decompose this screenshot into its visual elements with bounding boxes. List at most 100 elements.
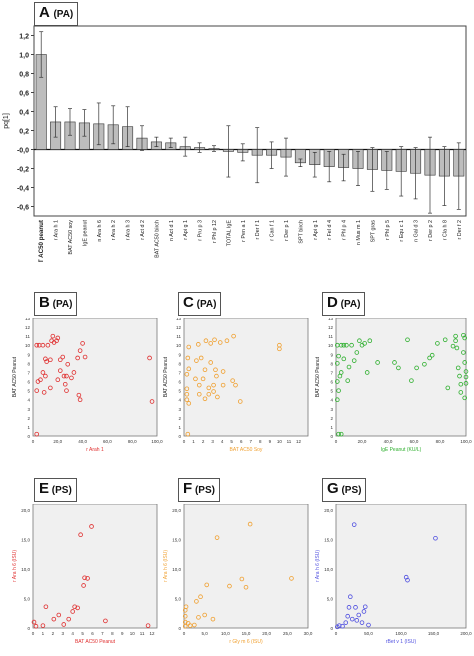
x-tick-label: 50,0 bbox=[364, 631, 373, 636]
data-point bbox=[433, 535, 438, 541]
x-tick-label: 3 bbox=[62, 631, 65, 636]
y-tick-label: 3 bbox=[27, 407, 30, 412]
data-point bbox=[346, 605, 352, 610]
data-point bbox=[227, 583, 232, 589]
y-tick-label: 0,8 bbox=[19, 72, 29, 79]
data-point bbox=[77, 348, 83, 353]
data-point bbox=[334, 397, 340, 402]
data-point bbox=[82, 354, 88, 360]
y-tick-label: 15,0 bbox=[324, 537, 333, 542]
y-tick-label: -0,0 bbox=[17, 148, 29, 155]
y-tick-label: 20,0 bbox=[21, 508, 30, 513]
y-tick-label: 11 bbox=[25, 334, 30, 339]
y-tick-label: 1,2 bbox=[19, 34, 29, 41]
y-tick-label: 12 bbox=[25, 325, 31, 330]
x-tick-label: 0 bbox=[183, 439, 186, 444]
x-tick-label: 12 bbox=[296, 439, 302, 444]
data-point bbox=[206, 385, 212, 391]
plot-area bbox=[183, 504, 309, 629]
data-point bbox=[43, 604, 49, 610]
data-point bbox=[182, 613, 188, 619]
y-axis-label: pq[1] bbox=[3, 113, 10, 129]
category-label: r Equ c 1 bbox=[399, 220, 405, 242]
panel-g-letter: G bbox=[327, 480, 339, 497]
y-tick-label: 0,6 bbox=[19, 91, 29, 98]
y-tick-label: 2 bbox=[178, 416, 181, 421]
y-tick-label: 0 bbox=[178, 434, 181, 439]
category-label: r Ara h 1 bbox=[54, 220, 60, 240]
x-tick-label: 60,0 bbox=[410, 439, 419, 444]
x-tick-label: 20,0 bbox=[53, 439, 62, 444]
data-point bbox=[34, 342, 40, 348]
y-tick-label: 7 bbox=[330, 370, 333, 375]
panel-d-label: D (PA) bbox=[322, 292, 366, 316]
data-point bbox=[57, 368, 63, 373]
category-label: TOTAL IgE bbox=[226, 220, 232, 247]
data-point bbox=[71, 370, 77, 375]
y-tick-label: 5 bbox=[330, 389, 333, 394]
x-tick-label: 8 bbox=[259, 439, 262, 444]
bar-chart: -0,6 -0,4 -0,2 -0,0 0,2 0,4 0,6 0,8 1,0 1,2 pq[1] B… bbox=[3, 25, 467, 262]
x-tick-label: 0 bbox=[183, 631, 186, 636]
y-tick-label: 1 bbox=[27, 425, 30, 430]
data-point bbox=[345, 378, 351, 383]
x-tick-label: 7 bbox=[250, 439, 253, 444]
panel-f-label: F (PS) bbox=[178, 478, 220, 502]
category-label: r Der p 1 bbox=[284, 220, 290, 241]
data-point bbox=[237, 399, 243, 404]
category-label: r Api g 1 bbox=[183, 220, 189, 240]
data-point bbox=[75, 605, 80, 611]
category-label: IgE peanut bbox=[82, 219, 88, 246]
data-point bbox=[351, 358, 357, 363]
x-axis-label: IgE Peanut (KU/L) bbox=[381, 447, 422, 453]
data-point bbox=[341, 342, 347, 348]
y-tick-label: 0,2 bbox=[19, 129, 29, 136]
data-point bbox=[40, 623, 46, 628]
panel-a-sublabel: (PA) bbox=[53, 9, 74, 20]
y-tick-label: 0 bbox=[27, 434, 30, 439]
data-point bbox=[184, 397, 190, 402]
data-point bbox=[185, 355, 191, 361]
data-point bbox=[75, 355, 80, 361]
data-point bbox=[289, 576, 294, 581]
panel-c-letter: C bbox=[183, 294, 194, 311]
data-point bbox=[220, 369, 226, 374]
data-point bbox=[77, 397, 83, 402]
y-tick-label: 5 bbox=[27, 389, 30, 394]
x-tick-label: 9 bbox=[269, 439, 272, 444]
panel-b-sublabel: (PA) bbox=[49, 299, 73, 310]
data-point bbox=[453, 333, 458, 339]
y-tick-label: 13 bbox=[25, 318, 31, 321]
data-point bbox=[351, 522, 357, 527]
category-label: r Phl p 5 bbox=[385, 220, 391, 240]
category-label: r Fel d 4 bbox=[327, 220, 333, 240]
data-point bbox=[57, 357, 63, 363]
data-point bbox=[375, 360, 380, 365]
category-label: r Der f 1 bbox=[255, 220, 261, 239]
y-tick-label: 8 bbox=[330, 361, 333, 366]
data-point bbox=[208, 360, 214, 365]
x-tick-label: 5 bbox=[81, 631, 84, 636]
y-tick-label: 5,0 bbox=[327, 596, 334, 601]
y-tick-label: 15,0 bbox=[172, 537, 181, 542]
x-tick-label: 0 bbox=[335, 439, 338, 444]
data-point bbox=[345, 613, 351, 619]
data-point bbox=[336, 353, 341, 359]
data-point bbox=[34, 431, 40, 437]
x-axis-label: r Arah 1 bbox=[86, 447, 104, 453]
data-point bbox=[336, 388, 341, 393]
data-point bbox=[202, 612, 207, 618]
y-tick-label: 10 bbox=[176, 343, 182, 348]
x-tick-label: 150,0 bbox=[428, 631, 440, 636]
data-point bbox=[149, 399, 155, 404]
x-axis-label: BAT AC50 Peanut bbox=[75, 639, 116, 645]
data-point bbox=[357, 338, 362, 343]
y-tick-label: 9 bbox=[330, 352, 333, 357]
x-tick-label: 5 bbox=[230, 439, 233, 444]
data-point bbox=[338, 370, 344, 375]
x-tick-label: 6 bbox=[91, 631, 94, 636]
data-point bbox=[55, 335, 61, 341]
data-point bbox=[349, 342, 354, 348]
